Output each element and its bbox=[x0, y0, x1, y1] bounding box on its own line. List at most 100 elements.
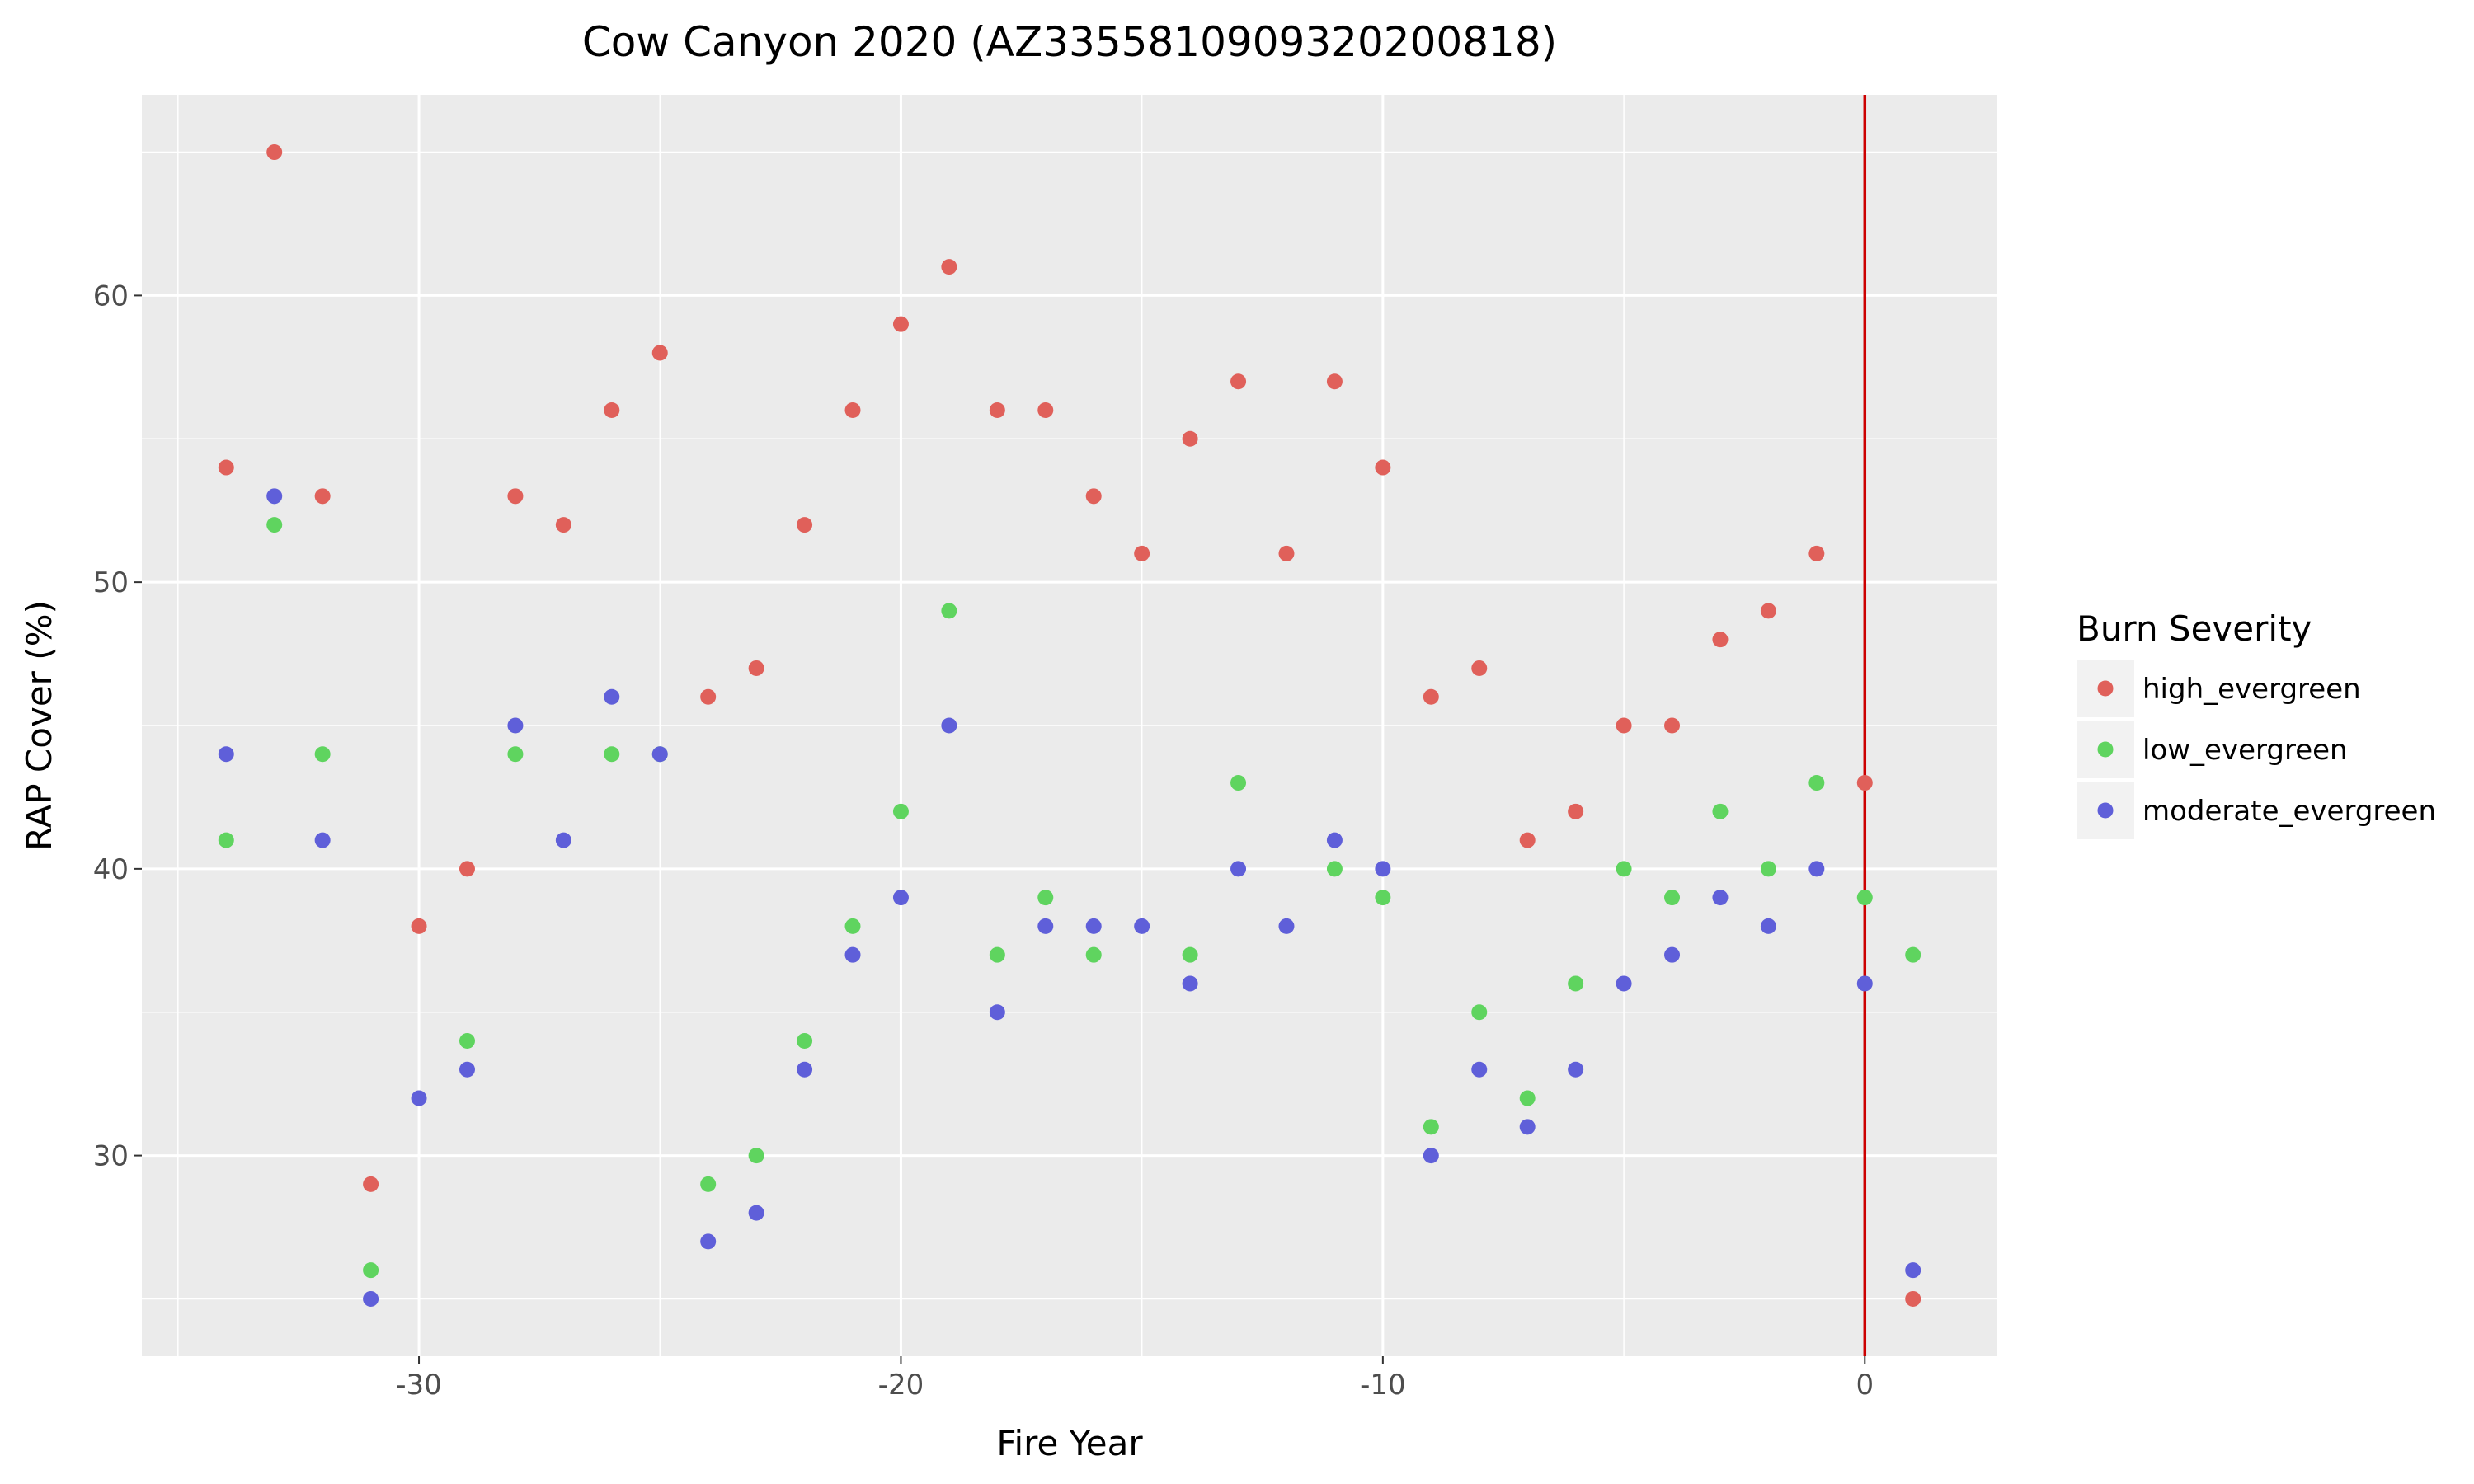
data-point-low_evergreen bbox=[941, 603, 957, 619]
data-point-moderate_evergreen bbox=[218, 746, 234, 763]
legend-marker-moderate_evergreen bbox=[2097, 802, 2114, 819]
data-point-moderate_evergreen bbox=[1568, 1061, 1584, 1078]
data-point-high_evergreen bbox=[266, 144, 283, 161]
y-tick-label: 40 bbox=[93, 853, 129, 886]
data-point-high_evergreen bbox=[1278, 545, 1295, 561]
data-point-moderate_evergreen bbox=[651, 746, 668, 763]
data-point-low_evergreen bbox=[797, 1033, 813, 1049]
data-point-moderate_evergreen bbox=[1182, 975, 1198, 992]
data-point-low_evergreen bbox=[218, 832, 234, 848]
data-point-low_evergreen bbox=[844, 918, 861, 934]
data-point-moderate_evergreen bbox=[1856, 975, 1873, 992]
data-point-low_evergreen bbox=[266, 517, 283, 533]
data-point-low_evergreen bbox=[1568, 975, 1584, 992]
data-point-moderate_evergreen bbox=[1230, 861, 1247, 877]
data-point-low_evergreen bbox=[1519, 1090, 1536, 1106]
legend: Burn Severity high_evergreen low_evergree… bbox=[2077, 608, 2436, 839]
data-point-moderate_evergreen bbox=[700, 1233, 717, 1250]
data-point-high_evergreen bbox=[604, 402, 620, 418]
data-point-moderate_evergreen bbox=[604, 688, 620, 705]
data-point-high_evergreen bbox=[1037, 402, 1054, 418]
data-point-moderate_evergreen bbox=[1134, 918, 1150, 934]
legend-marker-low_evergreen bbox=[2097, 741, 2114, 758]
legend-label-low_evergreen: low_evergreen bbox=[2142, 734, 2348, 767]
data-point-high_evergreen bbox=[1085, 488, 1102, 505]
data-point-low_evergreen bbox=[314, 746, 331, 763]
data-point-high_evergreen bbox=[411, 918, 427, 934]
data-point-low_evergreen bbox=[1760, 861, 1776, 877]
data-point-high_evergreen bbox=[555, 517, 571, 533]
data-point-low_evergreen bbox=[1375, 890, 1391, 906]
data-point-moderate_evergreen bbox=[1616, 975, 1632, 992]
data-point-low_evergreen bbox=[459, 1033, 475, 1049]
data-point-high_evergreen bbox=[1519, 832, 1536, 848]
data-point-moderate_evergreen bbox=[844, 946, 861, 963]
y-axis-ticks: 30 40 50 60 bbox=[93, 279, 142, 1173]
data-point-moderate_evergreen bbox=[1712, 890, 1729, 906]
legend-title: Burn Severity bbox=[2077, 608, 2312, 649]
data-point-high_evergreen bbox=[459, 861, 475, 877]
data-point-moderate_evergreen bbox=[1471, 1061, 1488, 1078]
data-point-low_evergreen bbox=[748, 1148, 764, 1164]
data-point-low_evergreen bbox=[1471, 1004, 1488, 1021]
data-point-moderate_evergreen bbox=[892, 890, 909, 906]
legend-items: high_evergreen low_evergreen moderate_ever… bbox=[2077, 660, 2436, 839]
data-point-moderate_evergreen bbox=[1037, 918, 1054, 934]
data-point-low_evergreen bbox=[1808, 775, 1825, 791]
data-point-high_evergreen bbox=[1375, 459, 1391, 476]
data-point-high_evergreen bbox=[1808, 545, 1825, 561]
data-point-high_evergreen bbox=[1326, 373, 1343, 390]
data-point-moderate_evergreen bbox=[1760, 918, 1776, 934]
y-tick-label: 50 bbox=[93, 566, 129, 599]
data-point-high_evergreen bbox=[1856, 775, 1873, 791]
data-point-moderate_evergreen bbox=[1278, 918, 1295, 934]
data-point-moderate_evergreen bbox=[1664, 946, 1681, 963]
data-point-high_evergreen bbox=[1905, 1290, 1921, 1307]
data-point-high_evergreen bbox=[1616, 717, 1632, 734]
y-axis-title: RAP Cover (%) bbox=[19, 600, 59, 851]
data-point-moderate_evergreen bbox=[459, 1061, 475, 1078]
data-point-high_evergreen bbox=[1230, 373, 1247, 390]
data-point-moderate_evergreen bbox=[1808, 861, 1825, 877]
data-point-high_evergreen bbox=[1664, 717, 1681, 734]
data-point-high_evergreen bbox=[507, 488, 524, 505]
legend-marker-high_evergreen bbox=[2097, 680, 2114, 697]
data-point-high_evergreen bbox=[892, 316, 909, 332]
data-point-low_evergreen bbox=[1664, 890, 1681, 906]
chart-title: Cow Canyon 2020 (AZ3355810909320200818) bbox=[582, 18, 1557, 66]
data-point-moderate_evergreen bbox=[941, 717, 957, 734]
data-point-low_evergreen bbox=[604, 746, 620, 763]
x-tick-label: 0 bbox=[1856, 1369, 1874, 1402]
data-point-low_evergreen bbox=[1905, 946, 1921, 963]
data-point-high_evergreen bbox=[748, 660, 764, 676]
data-point-high_evergreen bbox=[314, 488, 331, 505]
data-point-high_evergreen bbox=[797, 517, 813, 533]
x-axis-title: Fire Year bbox=[996, 1423, 1143, 1463]
data-point-moderate_evergreen bbox=[507, 717, 524, 734]
data-point-moderate_evergreen bbox=[555, 832, 571, 848]
data-point-moderate_evergreen bbox=[1423, 1148, 1439, 1164]
legend-label-moderate_evergreen: moderate_evergreen bbox=[2142, 795, 2436, 828]
data-point-low_evergreen bbox=[1037, 890, 1054, 906]
data-point-high_evergreen bbox=[363, 1176, 379, 1192]
data-point-high_evergreen bbox=[218, 459, 234, 476]
data-point-moderate_evergreen bbox=[1375, 861, 1391, 877]
data-point-high_evergreen bbox=[1134, 545, 1150, 561]
data-point-low_evergreen bbox=[1712, 803, 1729, 819]
data-point-low_evergreen bbox=[1616, 861, 1632, 877]
x-axis-ticks: -30 -20 -10 0 bbox=[396, 1356, 1874, 1402]
data-point-high_evergreen bbox=[1423, 688, 1439, 705]
data-point-low_evergreen bbox=[1423, 1119, 1439, 1135]
y-tick-label: 60 bbox=[93, 279, 129, 312]
data-point-high_evergreen bbox=[1760, 603, 1776, 619]
x-tick-label: -10 bbox=[1360, 1369, 1406, 1402]
data-point-low_evergreen bbox=[1326, 861, 1343, 877]
data-point-high_evergreen bbox=[1712, 632, 1729, 648]
major-gridlines bbox=[142, 95, 1997, 1356]
data-point-moderate_evergreen bbox=[363, 1290, 379, 1307]
data-point-high_evergreen bbox=[844, 402, 861, 418]
data-point-high_evergreen bbox=[1471, 660, 1488, 676]
data-point-moderate_evergreen bbox=[314, 832, 331, 848]
data-point-high_evergreen bbox=[1568, 803, 1584, 819]
data-point-high_evergreen bbox=[700, 688, 717, 705]
